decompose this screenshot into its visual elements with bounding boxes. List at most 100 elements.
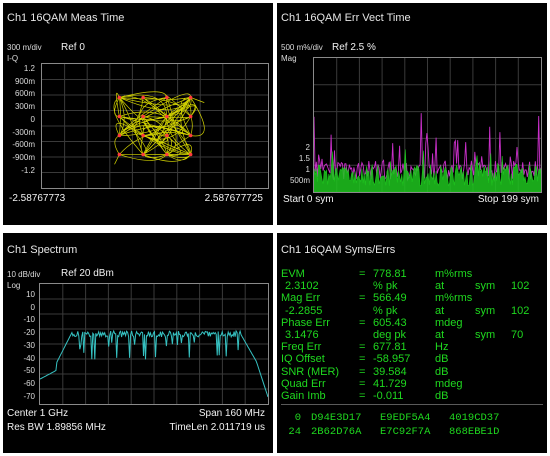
panel-title: Ch1 16QAM Syms/Errs xyxy=(281,244,396,256)
y-tick-label: 600m xyxy=(14,89,35,99)
row-sym-label: sym xyxy=(475,329,496,341)
y-tick-label: -600m xyxy=(12,140,35,150)
symbol-index: 0 xyxy=(294,412,301,424)
y-tick-label: 0 xyxy=(30,302,35,312)
row-equals: = xyxy=(359,292,366,305)
constellation-symbol-point xyxy=(117,133,122,138)
y-tick-label: 2 xyxy=(305,143,310,152)
span-value: Span 160 MHz xyxy=(198,408,265,419)
spectrum-plot xyxy=(40,284,268,404)
constellation-symbol-point xyxy=(141,152,145,157)
constellation-symbol-point xyxy=(165,114,169,119)
y-tick-label: 0 xyxy=(30,114,35,124)
spectrum-trace xyxy=(40,329,268,398)
row-value: 778.81 xyxy=(373,268,407,280)
divider xyxy=(281,404,543,405)
y-tick-label: -30 xyxy=(23,340,35,350)
format-label: I-Q xyxy=(7,54,19,63)
constellation-symbol-point xyxy=(141,95,145,100)
constellation-plot xyxy=(42,64,268,188)
row-unit: Hz xyxy=(435,341,449,354)
y-tick-label: -900m xyxy=(12,152,35,162)
error-vector-panel[interactable]: Ch1 16QAM Err Vect Time 500 m%/div Ref 2… xyxy=(277,3,547,225)
constellation-symbol-point xyxy=(141,114,145,119)
row-value: -0.011 xyxy=(373,390,404,402)
row-name: 2.3102 xyxy=(285,280,319,293)
row-equals: = xyxy=(359,316,366,329)
row-sym-number: 102 xyxy=(511,280,530,293)
row-name: EVM xyxy=(281,268,305,280)
row-value: 605.43 xyxy=(373,316,407,329)
row-name: Gain Imb xyxy=(281,390,326,402)
row-unit: m%rms xyxy=(435,292,473,305)
symbol-word: 2B62D76A xyxy=(311,426,362,438)
symbol-word: 868EBE1D xyxy=(449,426,500,438)
row-unit: at xyxy=(435,304,445,317)
row-unit: mdeg xyxy=(435,316,463,329)
panel-title: Ch1 Spectrum xyxy=(7,244,78,256)
x-stop-value: 2.587677725 xyxy=(204,193,263,204)
row-name: IQ Offset xyxy=(281,353,325,366)
row-name: Quad Err xyxy=(281,377,326,390)
row-value: 566.49 xyxy=(373,292,407,305)
row-equals: = xyxy=(359,390,366,402)
row-value: % pk xyxy=(373,304,398,317)
row-sym-number: 70 xyxy=(511,329,524,341)
row-unit: dB xyxy=(435,365,449,378)
constellation-symbol-point xyxy=(117,152,122,157)
row-value: deg pk xyxy=(373,329,407,341)
row-unit: m%rms xyxy=(435,268,473,280)
panel-title: Ch1 16QAM Meas Time xyxy=(7,12,125,24)
y-tick-label: 1.5 xyxy=(298,154,310,163)
row-sym-label: sym xyxy=(475,280,496,293)
spectrum-graticule[interactable] xyxy=(39,283,269,405)
constellation-symbol-point xyxy=(165,152,169,157)
row-name: -2.2855 xyxy=(285,304,323,317)
constellation-symbol-point xyxy=(188,133,193,138)
symbol-word: E7C92F7A xyxy=(380,426,431,438)
y-tick-label: -10 xyxy=(23,315,35,325)
x-start-value: -2.58767773 xyxy=(9,193,66,204)
row-unit: at xyxy=(435,280,445,293)
ref-level: Ref 0 xyxy=(61,42,85,53)
row-unit: dB xyxy=(435,390,449,402)
y-tick-label: -40 xyxy=(23,353,35,363)
constellation-symbol-point xyxy=(141,133,145,138)
symbol-word: 4019CD37 xyxy=(449,412,500,424)
y-tick-label: 300m xyxy=(14,102,35,112)
error-vector-plot xyxy=(314,58,541,192)
symbol-index: 24 xyxy=(288,426,301,438)
constellation-symbol-point xyxy=(165,133,169,138)
y-tick-label: -1.2 xyxy=(21,165,35,175)
symbol-word: E9EDF5A4 xyxy=(380,412,431,424)
y-tick-label: -70 xyxy=(23,391,35,401)
y-tick-label: -20 xyxy=(23,328,35,338)
y-tick-label: -50 xyxy=(23,366,35,376)
format-label: Log xyxy=(7,281,21,290)
constellation-panel[interactable]: Ch1 16QAM Meas Time 300 m/div Ref 0 I-Q … xyxy=(3,3,273,225)
constellation-graticule[interactable] xyxy=(41,63,269,189)
row-name: Phase Err xyxy=(281,316,330,329)
scale-label: 300 m/div xyxy=(7,43,42,52)
spectrum-panel[interactable]: Ch1 Spectrum 10 dB/div Ref 20 dBm Log 10… xyxy=(3,233,273,453)
constellation-symbol-point xyxy=(117,95,122,100)
constellation-symbol-point xyxy=(165,95,169,100)
row-sym-number: 102 xyxy=(511,304,530,317)
start-label: Start 0 sym xyxy=(283,194,334,205)
stop-label: Stop 199 sym xyxy=(477,194,539,205)
constellation-symbol-point xyxy=(188,152,193,157)
ref-level: Ref 2.5 % xyxy=(332,42,376,53)
constellation-symbol-point xyxy=(117,114,122,119)
row-equals: = xyxy=(359,341,366,354)
row-name: Freq Err xyxy=(281,341,322,354)
row-value: 41.729 xyxy=(373,377,407,390)
row-sym-label: sym xyxy=(475,304,496,317)
y-tick-label: 900m xyxy=(14,76,35,86)
syms-errs-panel[interactable]: Ch1 16QAM Syms/Errs EVM = 778.81 m%rms 2.310… xyxy=(277,233,547,453)
constellation-symbol-point xyxy=(188,114,193,119)
scale-label: 500 m%/div xyxy=(281,43,323,52)
error-vector-graticule[interactable] xyxy=(313,57,542,193)
time-length: TimeLen 2.011719 us xyxy=(169,422,265,433)
symbol-word: D94E3D17 xyxy=(311,412,362,424)
row-unit: mdeg xyxy=(435,377,463,390)
